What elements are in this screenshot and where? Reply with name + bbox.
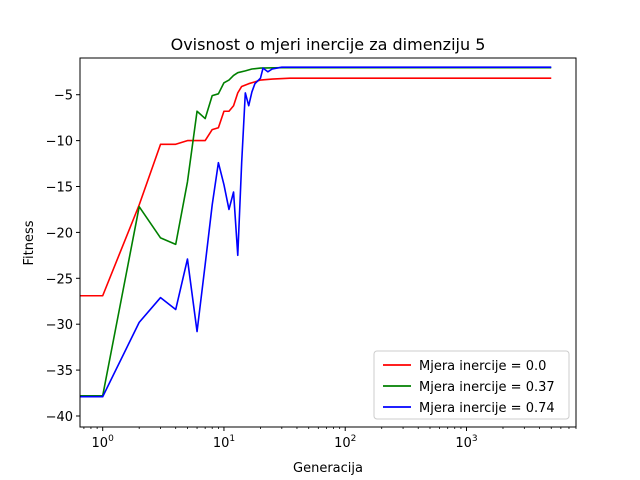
x-tick-base: 10: [334, 436, 351, 451]
y-tick-label: −20: [46, 226, 73, 241]
y-tick-label: −35: [46, 364, 73, 379]
x-tick-label: 100: [92, 434, 115, 451]
legend-label-2: Mjera inercije = 0.74: [419, 401, 555, 416]
x-tick-base: 10: [213, 436, 230, 451]
legend: Mjera inercije = 0.0 Mjera inercije = 0.3…: [373, 350, 570, 420]
legend-label-0: Mjera inercije = 0.0: [419, 359, 546, 374]
y-tick-label: −30: [46, 318, 73, 333]
x-tick-base: 10: [455, 436, 472, 451]
legend-box: [373, 350, 570, 420]
x-tick-exponent: 0: [108, 434, 114, 444]
y-axis-label: Fitness: [22, 220, 37, 265]
legend-label-1: Mjera inercije = 0.37: [419, 380, 555, 395]
y-tick-label: −5: [54, 89, 73, 104]
y-tick-label: −40: [46, 410, 73, 425]
series-line-0: [80, 77, 552, 297]
x-tick-label: 103: [455, 434, 477, 451]
x-tick-exponent: 3: [472, 434, 478, 444]
x-tick-exponent: 2: [351, 434, 357, 444]
plot-frame: [79, 57, 577, 428]
x-tick-base: 10: [92, 436, 109, 451]
y-axis: −5 −10 −15 −20 −25 −30 −35 −40: [46, 89, 80, 425]
x-axis-label: Generacija: [293, 461, 363, 476]
plot-lines: [80, 66, 552, 398]
y-tick-label: −25: [46, 272, 73, 287]
y-tick-label: −10: [46, 135, 73, 150]
x-tick-label: 101: [213, 434, 235, 451]
x-tick-exponent: 1: [229, 434, 235, 444]
y-tick-label: −15: [46, 181, 73, 196]
x-tick-label: 102: [334, 434, 356, 451]
series-line-2: [80, 66, 552, 398]
chart-title: Ovisnost o mjeri inercije za dimenziju 5: [171, 35, 486, 54]
x-axis: 100 101 102 103: [83, 427, 577, 451]
